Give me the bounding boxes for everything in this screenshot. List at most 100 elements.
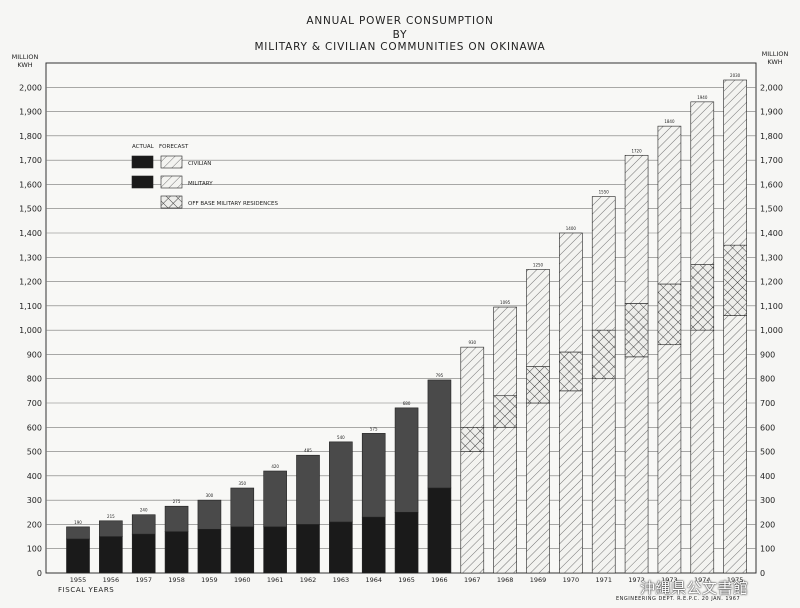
chart-title-line-3: MILITARY & CIVILIAN COMMUNITIES ON OKINA… (254, 41, 546, 53)
y-tick-label-left: 1,500 (19, 205, 42, 214)
bar-segment-civilian (427, 379, 452, 489)
bar-segment-military (624, 356, 649, 574)
x-tick-label: 1973 (661, 576, 678, 584)
legend-label-civilian: CIVILIAN (188, 161, 211, 167)
x-tick-label: 1958 (168, 576, 185, 584)
y-tick-label-right: 900 (760, 350, 775, 359)
y-tick-label-left: 700 (27, 399, 42, 408)
y-tick-label-left: 600 (27, 423, 42, 432)
y-tick-label-left: 100 (27, 545, 42, 554)
bar-segment-offbase (559, 351, 583, 392)
chart-title-line-2: BY (392, 29, 408, 41)
bar-total-label: 1720 (631, 148, 642, 153)
bar-segment-military (329, 521, 353, 574)
bar-total-label: 275 (173, 499, 181, 504)
bar-segment-civilian (394, 407, 419, 513)
bar-total-label: 240 (140, 508, 148, 513)
bar-segment-military (427, 487, 452, 574)
legend-label-military: MILITARY (188, 181, 213, 187)
legend-swatch-forecast-offbase (160, 195, 183, 209)
y-tick-label-right: 800 (760, 375, 775, 384)
x-tick-label: 1962 (300, 576, 317, 584)
bar-segment-civilian (263, 470, 287, 528)
bar-segment-offbase (526, 366, 550, 404)
chart-title-line-1: ANNUAL POWER CONSUMPTION (306, 15, 494, 27)
y-tick-label-right: 1,900 (760, 108, 783, 117)
bar-total-label: 190 (74, 520, 82, 525)
bar-segment-civilian (131, 514, 156, 535)
x-tick-label: 1961 (267, 576, 284, 584)
x-tick-label: 1967 (464, 576, 481, 584)
bar-segment-civilian (624, 154, 649, 304)
x-tick-label: 1960 (234, 576, 251, 584)
bar-segment-civilian (230, 487, 255, 528)
y-tick-label-right: 1,000 (760, 326, 783, 335)
y-tick-label-left: 1,400 (19, 229, 42, 238)
bar-total-label: 680 (403, 401, 411, 406)
y-tick-label-right: 2,000 (760, 83, 783, 92)
y-tick-label-right: 1,600 (760, 180, 783, 189)
engineering-credit: ENGINEERING DEPT. R.E.P.C. 20 JAN. 1967 (616, 596, 741, 602)
bar-segment-military (131, 533, 156, 574)
x-tick-label: 1975 (727, 576, 744, 584)
y-tick-label-right: 1,500 (760, 205, 783, 214)
bar-segment-military (559, 390, 583, 574)
y-tick-label-left: 500 (27, 448, 42, 457)
x-tick-label: 1966 (431, 576, 448, 584)
bar-segment-offbase (723, 244, 747, 316)
x-tick-label: 1974 (694, 576, 711, 584)
y-tick-label-right: 1,100 (760, 302, 783, 311)
bar-segment-military (493, 426, 517, 574)
bar-total-label: 795 (436, 373, 444, 378)
y-tick-label-right: 300 (760, 496, 775, 505)
y-tick-label-left: 1,200 (19, 278, 42, 287)
bar-segment-military (394, 511, 419, 574)
bar-segment-civilian (657, 125, 682, 285)
y-tick-label-left: 1,000 (19, 326, 42, 335)
bar-segment-civilian (690, 101, 715, 265)
bar-total-label: 1940 (697, 95, 708, 100)
bar-segment-offbase (493, 395, 517, 428)
archive-watermark: 沖縄県公文書館 (640, 579, 749, 597)
y-tick-label-right: 0 (760, 569, 765, 578)
y-tick-label-right: 700 (760, 399, 775, 408)
bar-segment-military (164, 531, 189, 574)
bar-segment-military (99, 536, 123, 574)
bar-segment-civilian (526, 269, 550, 367)
x-tick-label: 1964 (365, 576, 382, 584)
bar-segment-military (526, 402, 550, 574)
bar-segment-civilian (723, 79, 747, 246)
bar-segment-civilian (296, 454, 320, 525)
y-tick-label-left: 900 (27, 350, 42, 359)
bar-segment-offbase (624, 303, 649, 358)
bar-total-label: 350 (238, 481, 246, 486)
y-tick-label-left: 1,900 (19, 108, 42, 117)
x-tick-label: 1970 (563, 576, 580, 584)
x-tick-label: 1957 (135, 576, 152, 584)
legend-header-forecast: FORECAST (159, 144, 189, 150)
bar-segment-military (263, 526, 287, 574)
y-tick-label-right: 1,800 (760, 132, 783, 141)
y-tick-label-left: 300 (27, 496, 42, 505)
bar-total-label: 420 (271, 464, 279, 469)
bar-total-label: 1550 (599, 190, 610, 195)
bar-segment-civilian (164, 505, 189, 533)
x-tick-label: 1969 (530, 576, 547, 584)
y-tick-label-right: 1,200 (760, 278, 783, 287)
bar-segment-military (591, 378, 616, 574)
bar-segment-civilian (559, 232, 583, 353)
bar-segment-military (230, 526, 255, 574)
x-tick-label: 1963 (333, 576, 350, 584)
y-tick-label-right: 1,300 (760, 253, 783, 262)
bar-segment-military (723, 315, 747, 574)
y-tick-label-left: 1,800 (19, 132, 42, 141)
bar-segment-military (361, 516, 386, 574)
y-tick-label-left: 2,000 (19, 83, 42, 92)
bar-total-label: 930 (468, 340, 476, 345)
x-tick-label: 1959 (201, 576, 218, 584)
y-tick-label-left: 1,300 (19, 253, 42, 262)
bar-segment-civilian (66, 526, 90, 540)
bar-segment-military (690, 329, 715, 574)
y-tick-label-left: 1,700 (19, 156, 42, 165)
